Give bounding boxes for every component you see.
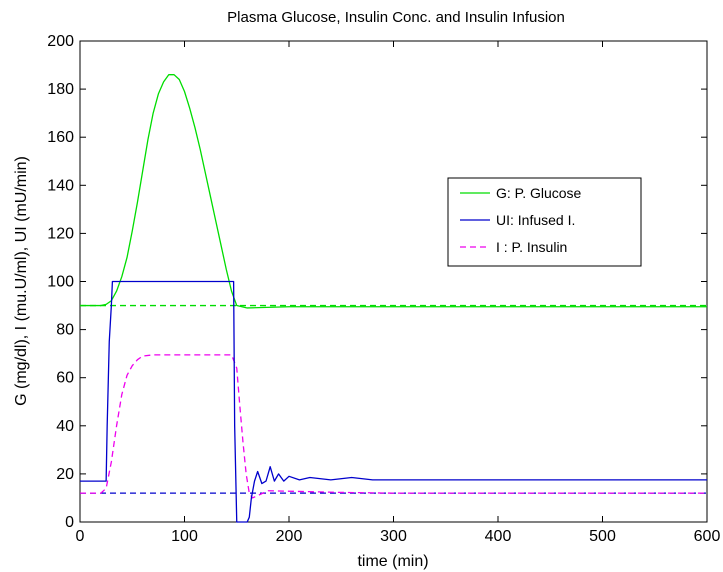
x-tick-label: 0	[76, 528, 85, 545]
legend-label: G: P. Glucose	[496, 185, 582, 201]
y-tick-label: 60	[56, 370, 74, 387]
y-tick-label: 180	[47, 81, 74, 98]
y-tick-label: 20	[56, 466, 74, 483]
legend-label: I : P. Insulin	[496, 239, 567, 255]
y-tick-label: 80	[56, 322, 74, 339]
y-tick-label: 160	[47, 129, 74, 146]
series-layer	[80, 74, 707, 523]
x-tick-label: 500	[589, 528, 616, 545]
x-tick-label: 200	[276, 528, 303, 545]
x-axis-label: time (min)	[357, 553, 428, 570]
series-line-ui-infused-i	[80, 280, 707, 523]
x-tick-label: 300	[380, 528, 407, 545]
y-tick-label: 40	[56, 418, 74, 435]
y-tick-label: 140	[47, 177, 74, 194]
y-tick-label: 200	[47, 33, 74, 50]
y-tick-label: 0	[65, 514, 74, 531]
x-tick-label: 600	[694, 528, 721, 545]
y-tick-label: 120	[47, 225, 74, 242]
x-tick-label: 100	[171, 528, 198, 545]
y-axis-label: G (mg/dl), I (mu.U/ml), UI (mU/min)	[13, 156, 30, 406]
y-tick-label: 100	[47, 274, 74, 291]
legend: G: P. Glucose UI: Infused I. I : P. Insuli…	[447, 177, 642, 267]
series-line-g-p-glucose	[80, 74, 707, 309]
x-tick-label: 400	[485, 528, 512, 545]
ticks-layer: 0 100 200 300 400 500 600 0 20 40 60 80 100 120 140 160…	[47, 33, 720, 545]
legend-items: G: P. Glucose UI: Infused I. I : P. Insuli…	[460, 185, 582, 255]
series-line-i-p-insulin	[80, 354, 707, 499]
chart-title: Plasma Glucose, Insulin Conc. and Insuli…	[227, 9, 565, 26]
legend-label: UI: Infused I.	[496, 212, 575, 228]
plot-area: 0 100 200 300 400 500 600 0 20 40 60 80 100 120 140 160…	[47, 33, 720, 545]
